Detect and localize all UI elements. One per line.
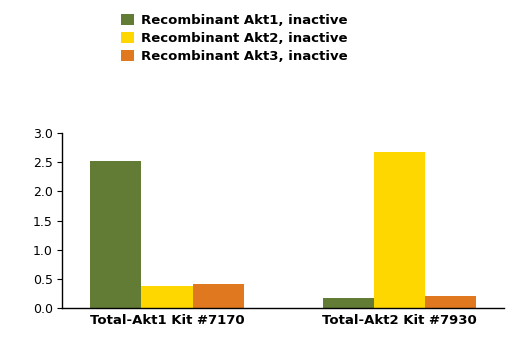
Bar bbox=[425, 296, 476, 308]
Bar bbox=[193, 284, 244, 308]
Bar bbox=[374, 152, 425, 308]
Legend: Recombinant Akt1, inactive, Recombinant Akt2, inactive, Recombinant Akt3, inacti: Recombinant Akt1, inactive, Recombinant … bbox=[121, 14, 347, 63]
Bar bbox=[141, 286, 193, 308]
Bar bbox=[90, 161, 141, 308]
Bar bbox=[323, 298, 374, 308]
